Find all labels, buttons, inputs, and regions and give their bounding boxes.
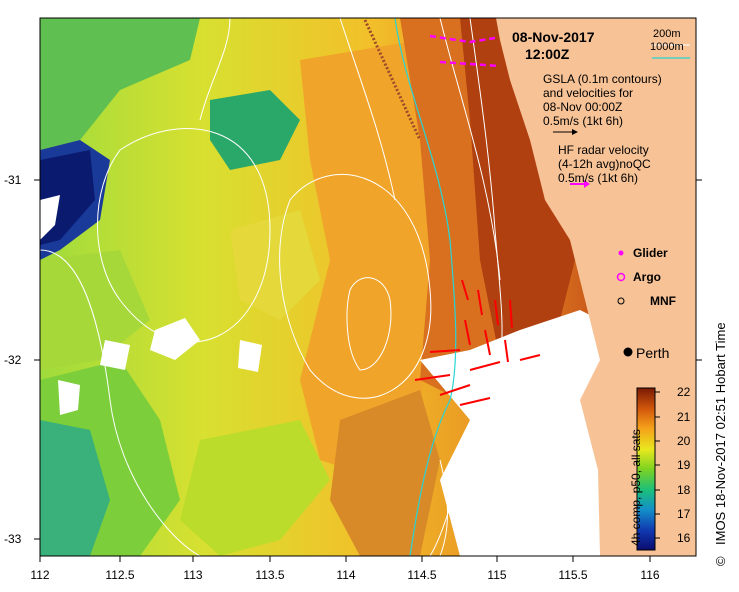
y-tick-marks	[34, 179, 702, 540]
map-time: 12:00Z	[525, 46, 570, 62]
bathymetry	[394, 18, 503, 556]
x-tick-label: 112.5	[105, 568, 135, 582]
gsla-contours	[40, 18, 501, 556]
colorbar-title: 4h comp, p50, all sats	[629, 429, 643, 546]
x-tick-label: 115	[487, 568, 507, 582]
sst-field	[40, 18, 696, 556]
footer-timestamp: IMOS 18-Nov-2017 02:51 Hobart Time	[713, 322, 728, 545]
legend-gsla-2: and velocities for	[543, 86, 634, 100]
y-tick-label: -31	[4, 173, 22, 187]
x-tick-label: 116	[640, 568, 660, 582]
legend-hf-3: 0.5m/s (1kt 6h)	[558, 171, 639, 185]
argo-legend-icon	[616, 272, 626, 282]
y-tick-label: -33	[4, 532, 22, 546]
glider-track	[439, 60, 501, 68]
plot-frame	[39, 17, 697, 557]
x-tick-label: 114.5	[407, 568, 437, 582]
x-tick-label: 113	[183, 568, 203, 582]
legend-gsla-4: 0.5m/s (1kt 6h)	[543, 114, 624, 128]
legend-mnf: MNF	[650, 294, 676, 308]
legend-1000m-label: 1000m	[650, 41, 684, 53]
mnf-legend-icon	[617, 297, 625, 305]
legend-gsla-3: 08-Nov 00:00Z	[543, 100, 623, 114]
x-tick-label: 114	[336, 568, 356, 582]
legend-200m-label: 200m	[653, 28, 681, 40]
x-tick-label: 113.5	[255, 568, 285, 582]
colorbar-tick-label: 17	[677, 507, 691, 521]
colorbar-tick-label: 18	[677, 483, 691, 497]
copyright-symbol: ©	[713, 556, 728, 566]
city-label: Perth	[636, 345, 670, 361]
colorbar-ticks	[655, 391, 660, 539]
perth-marker	[623, 347, 633, 357]
legend-argo: Argo	[633, 270, 661, 284]
colorbar-tick-label: 19	[677, 458, 691, 472]
x-tick-label: 112	[30, 568, 50, 582]
y-tick-label: -32	[4, 353, 22, 367]
x-tick-label: 115.5	[558, 568, 588, 582]
hf-radar-arrows	[414, 279, 541, 406]
colorbar-tick-label: 22	[677, 385, 691, 399]
glider-legend-icon	[618, 250, 624, 256]
legend-hf-1: HF radar velocity	[558, 143, 649, 157]
colorbar-tick-label: 16	[677, 531, 691, 545]
legend-hf-2: (4-12h avg)noQC	[558, 157, 651, 171]
x-tick-marks	[39, 556, 651, 562]
colorbar-tick-label: 21	[677, 410, 691, 424]
legend-glider: Glider	[633, 246, 668, 260]
map-date: 08-Nov-2017	[512, 29, 595, 45]
colorbar	[636, 387, 656, 551]
glider-track	[429, 34, 496, 44]
legend-gsla-1: GSLA (0.1m contours)	[543, 72, 662, 86]
colorbar-tick-label: 20	[677, 434, 691, 448]
